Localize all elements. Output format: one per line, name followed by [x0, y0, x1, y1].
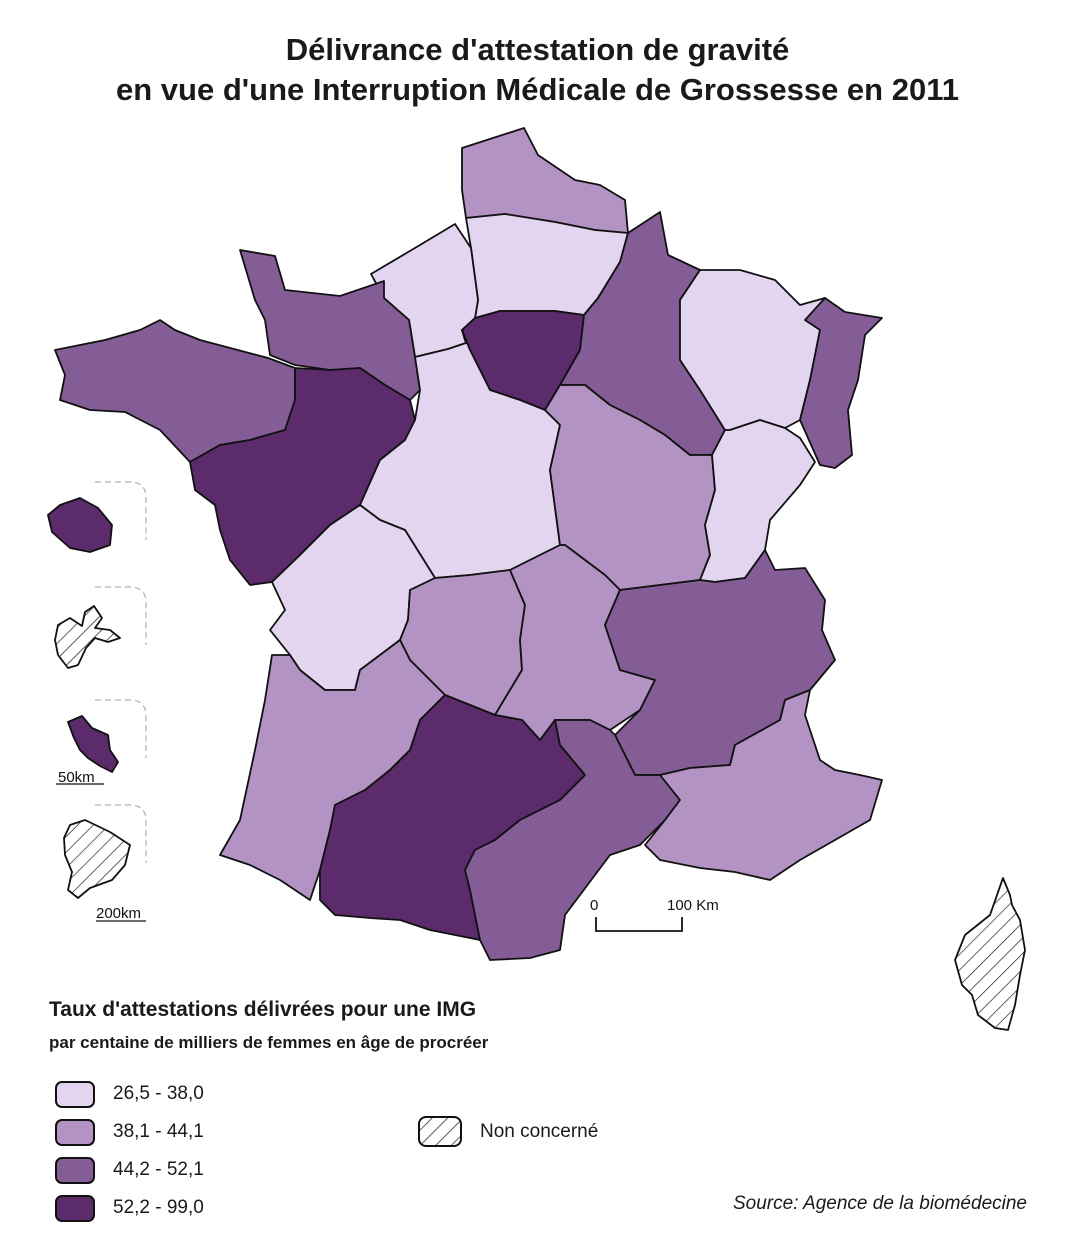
- inset-frame-guadeloupe: [95, 586, 147, 645]
- region-alsace: [799, 297, 883, 469]
- legend-subtitle: par centaine de milliers de femmes en âg…: [49, 1033, 489, 1052]
- inset-scale-label-martinique: 50km: [58, 769, 95, 786]
- scale-bar-start-label: 0: [590, 897, 598, 914]
- region-basse-normandie: [239, 249, 421, 401]
- title-line-1: Délivrance d'attestation de gravité: [285, 32, 790, 67]
- legend: 26,5 - 38,0 38,1 - 44,1 44,2 - 52,1 52,2…: [55, 1075, 204, 1227]
- hatch-swatch: [418, 1116, 462, 1147]
- legend-non-concerne: Non concerné: [418, 1116, 598, 1147]
- inset-guadeloupe: [54, 605, 121, 669]
- legend-item: 44,2 - 52,1: [55, 1151, 204, 1189]
- legend-label: 38,1 - 44,1: [113, 1121, 204, 1142]
- inset-martinique: [67, 715, 119, 773]
- region-corse: [954, 877, 1026, 1031]
- scale-bar-end-label: 100 Km: [667, 897, 719, 914]
- map-title: Délivrance d'attestation de gravité en v…: [0, 30, 1075, 110]
- legend-label: 44,2 - 52,1: [113, 1159, 204, 1180]
- source-note: Source: Agence de la biomédecine: [733, 1193, 1027, 1214]
- region-provence-alpes-cote-d-azur: [644, 689, 883, 881]
- legend-item: 52,2 - 99,0: [55, 1189, 204, 1227]
- legend-label-non-concerne: Non concerné: [480, 1120, 599, 1142]
- inset-frame-guyane: [95, 804, 147, 863]
- legend-swatch: [55, 1156, 95, 1184]
- scale-bar: [595, 917, 683, 932]
- region-languedoc-roussillon: [464, 719, 681, 961]
- inset-frame-reunion: [95, 481, 147, 540]
- title-line-2: en vue d'une Interruption Médicale de Gr…: [116, 72, 959, 107]
- legend-swatch: [55, 1118, 95, 1146]
- inset-guyane: [63, 819, 131, 899]
- legend-item: 38,1 - 44,1: [55, 1113, 204, 1151]
- inset-reunion: [47, 497, 113, 553]
- legend-title: Taux d'attestations délivrées pour une I…: [49, 998, 477, 1021]
- legend-item: 26,5 - 38,0: [55, 1075, 204, 1113]
- legend-swatch: [55, 1080, 95, 1108]
- inset-scale-label-guyane: 200km: [96, 905, 141, 922]
- region-franche-comte: [699, 419, 816, 583]
- inset-frame-martinique: [95, 699, 147, 758]
- legend-swatch: [55, 1194, 95, 1222]
- legend-label: 26,5 - 38,0: [113, 1083, 204, 1104]
- legend-label: 52,2 - 99,0: [113, 1197, 204, 1218]
